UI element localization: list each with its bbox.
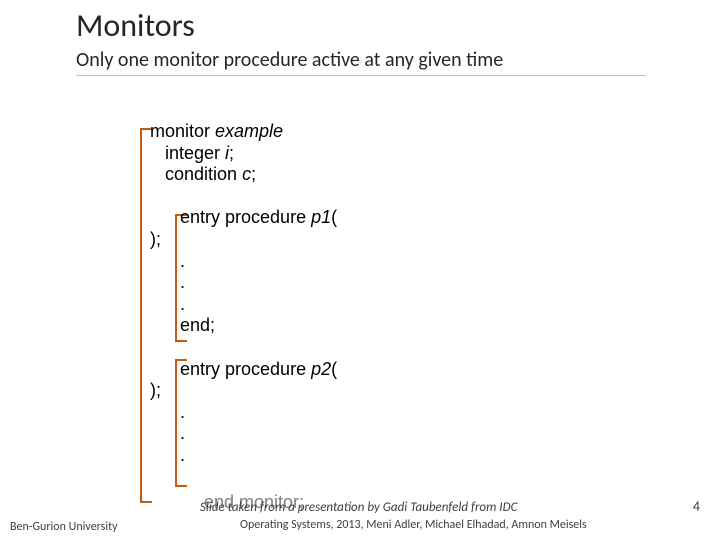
ident-p1: p1: [311, 207, 331, 227]
blank-2: [150, 337, 337, 359]
close-2: );: [150, 380, 161, 400]
code-line-p2: entry procedure p2(: [150, 359, 337, 381]
code-block: monitor example integer i; condition c; …: [150, 121, 337, 467]
dot-3: .: [150, 294, 337, 316]
footer-course: Operating Systems, 2013, Meni Adler, Mic…: [240, 518, 587, 532]
code-line-p2b: );: [150, 380, 337, 402]
semi-1: ;: [229, 143, 234, 163]
code-line-condition: condition c;: [150, 164, 337, 186]
kw-condition: condition: [150, 164, 242, 184]
dot-2: .: [150, 272, 337, 294]
title-divider: [76, 75, 646, 76]
code-line-p1b: );: [150, 229, 337, 251]
code-line-monitor: monitor example: [150, 121, 337, 143]
page-number: 4: [693, 498, 700, 515]
code-line-integer: integer i;: [150, 143, 337, 165]
semi-2: ;: [251, 164, 256, 184]
dot-1: .: [150, 251, 337, 273]
kw-entry-2: entry procedure: [150, 359, 311, 379]
slide-subtitle: Only one monitor procedure active at any…: [76, 48, 503, 72]
paren-1: (: [331, 207, 337, 227]
dot-4: .: [150, 402, 337, 424]
footer-attribution: Slide taken from a presentation by Gadi …: [200, 500, 517, 515]
dot-6: .: [150, 445, 337, 467]
kw-monitor: monitor: [150, 121, 215, 141]
close-1: );: [150, 229, 161, 249]
kw-entry-1: entry procedure: [150, 207, 311, 227]
end-1: end;: [150, 315, 337, 337]
kw-integer: integer: [150, 143, 225, 163]
dot-5: .: [150, 423, 337, 445]
footer-university: Ben-Gurion University: [10, 520, 118, 534]
paren-2: (: [331, 359, 337, 379]
ident-c: c: [242, 164, 251, 184]
code-line-p1: entry procedure p1(: [150, 207, 337, 229]
ident-example: example: [215, 121, 283, 141]
slide-title: Monitors: [76, 6, 195, 45]
ident-p2: p2: [311, 359, 331, 379]
blank-1: [150, 186, 337, 208]
